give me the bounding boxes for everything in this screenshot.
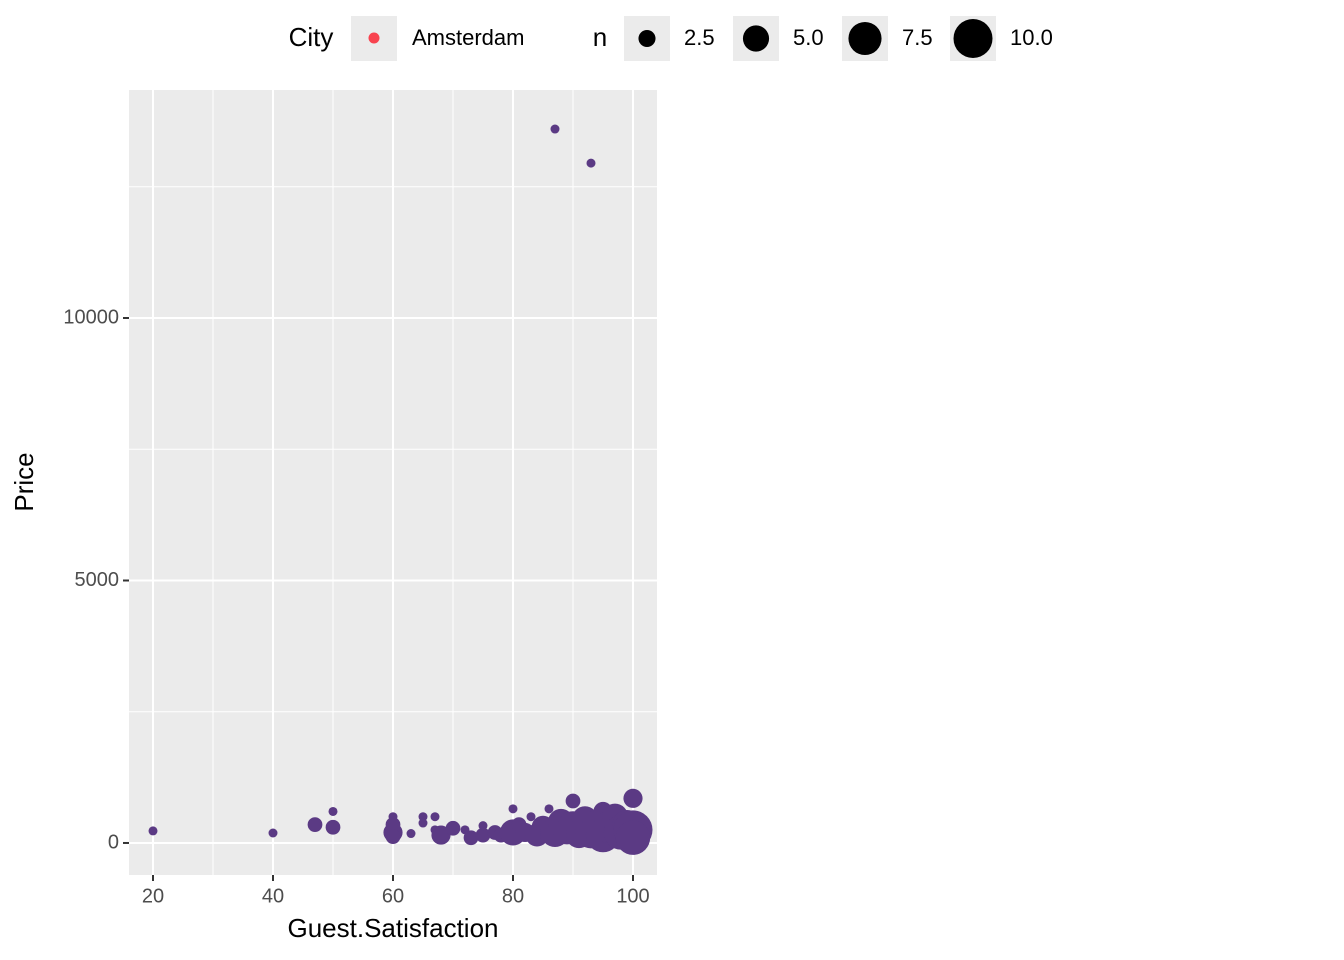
- legend-size-point: [953, 19, 993, 58]
- bubble: [268, 828, 278, 838]
- legend-label: Amsterdam: [412, 25, 524, 50]
- bubble: [475, 827, 491, 843]
- bubble: [478, 821, 488, 831]
- bubble: [385, 829, 401, 845]
- x-tick-label: 20: [142, 885, 164, 907]
- legend-label: 7.5: [902, 25, 933, 50]
- bubble: [431, 825, 451, 845]
- bubble: [544, 804, 554, 814]
- legend-size-point: [848, 21, 882, 56]
- bubble: [445, 820, 461, 836]
- bubble: [623, 788, 643, 808]
- legend-size-point: [742, 25, 770, 52]
- legend-label: 5.0: [793, 25, 824, 50]
- bubble: [418, 818, 428, 828]
- bubble: [508, 804, 518, 814]
- legend-title: n: [593, 22, 607, 52]
- bubble: [586, 158, 596, 168]
- legend-size-point: [638, 29, 656, 48]
- y-tick-label: 0: [108, 831, 119, 853]
- y-tick-label: 10000: [63, 306, 119, 328]
- bubble: [615, 820, 651, 855]
- bubble: [325, 819, 341, 835]
- bubble: [430, 812, 440, 822]
- legend-title: City: [289, 22, 334, 52]
- bubble: [418, 812, 428, 822]
- x-tick-label: 40: [262, 885, 284, 907]
- legend-key-point: [368, 32, 380, 44]
- x-tick-label: 60: [382, 885, 404, 907]
- bubble: [148, 826, 158, 836]
- y-axis-title: Price: [9, 452, 39, 511]
- x-tick-label: 80: [502, 885, 524, 907]
- bubble: [550, 124, 560, 134]
- x-tick-label: 100: [616, 885, 649, 907]
- bubble: [526, 812, 536, 822]
- bubble: [328, 806, 338, 816]
- legend-label: 2.5: [684, 25, 715, 50]
- bubble: [565, 793, 581, 809]
- x-axis-title: Guest.Satisfaction: [288, 913, 499, 943]
- bubble: [307, 817, 323, 832]
- legend-label: 10.0: [1010, 25, 1053, 50]
- y-tick-label: 5000: [75, 569, 120, 591]
- bubble: [406, 829, 416, 839]
- bubble: [463, 830, 479, 846]
